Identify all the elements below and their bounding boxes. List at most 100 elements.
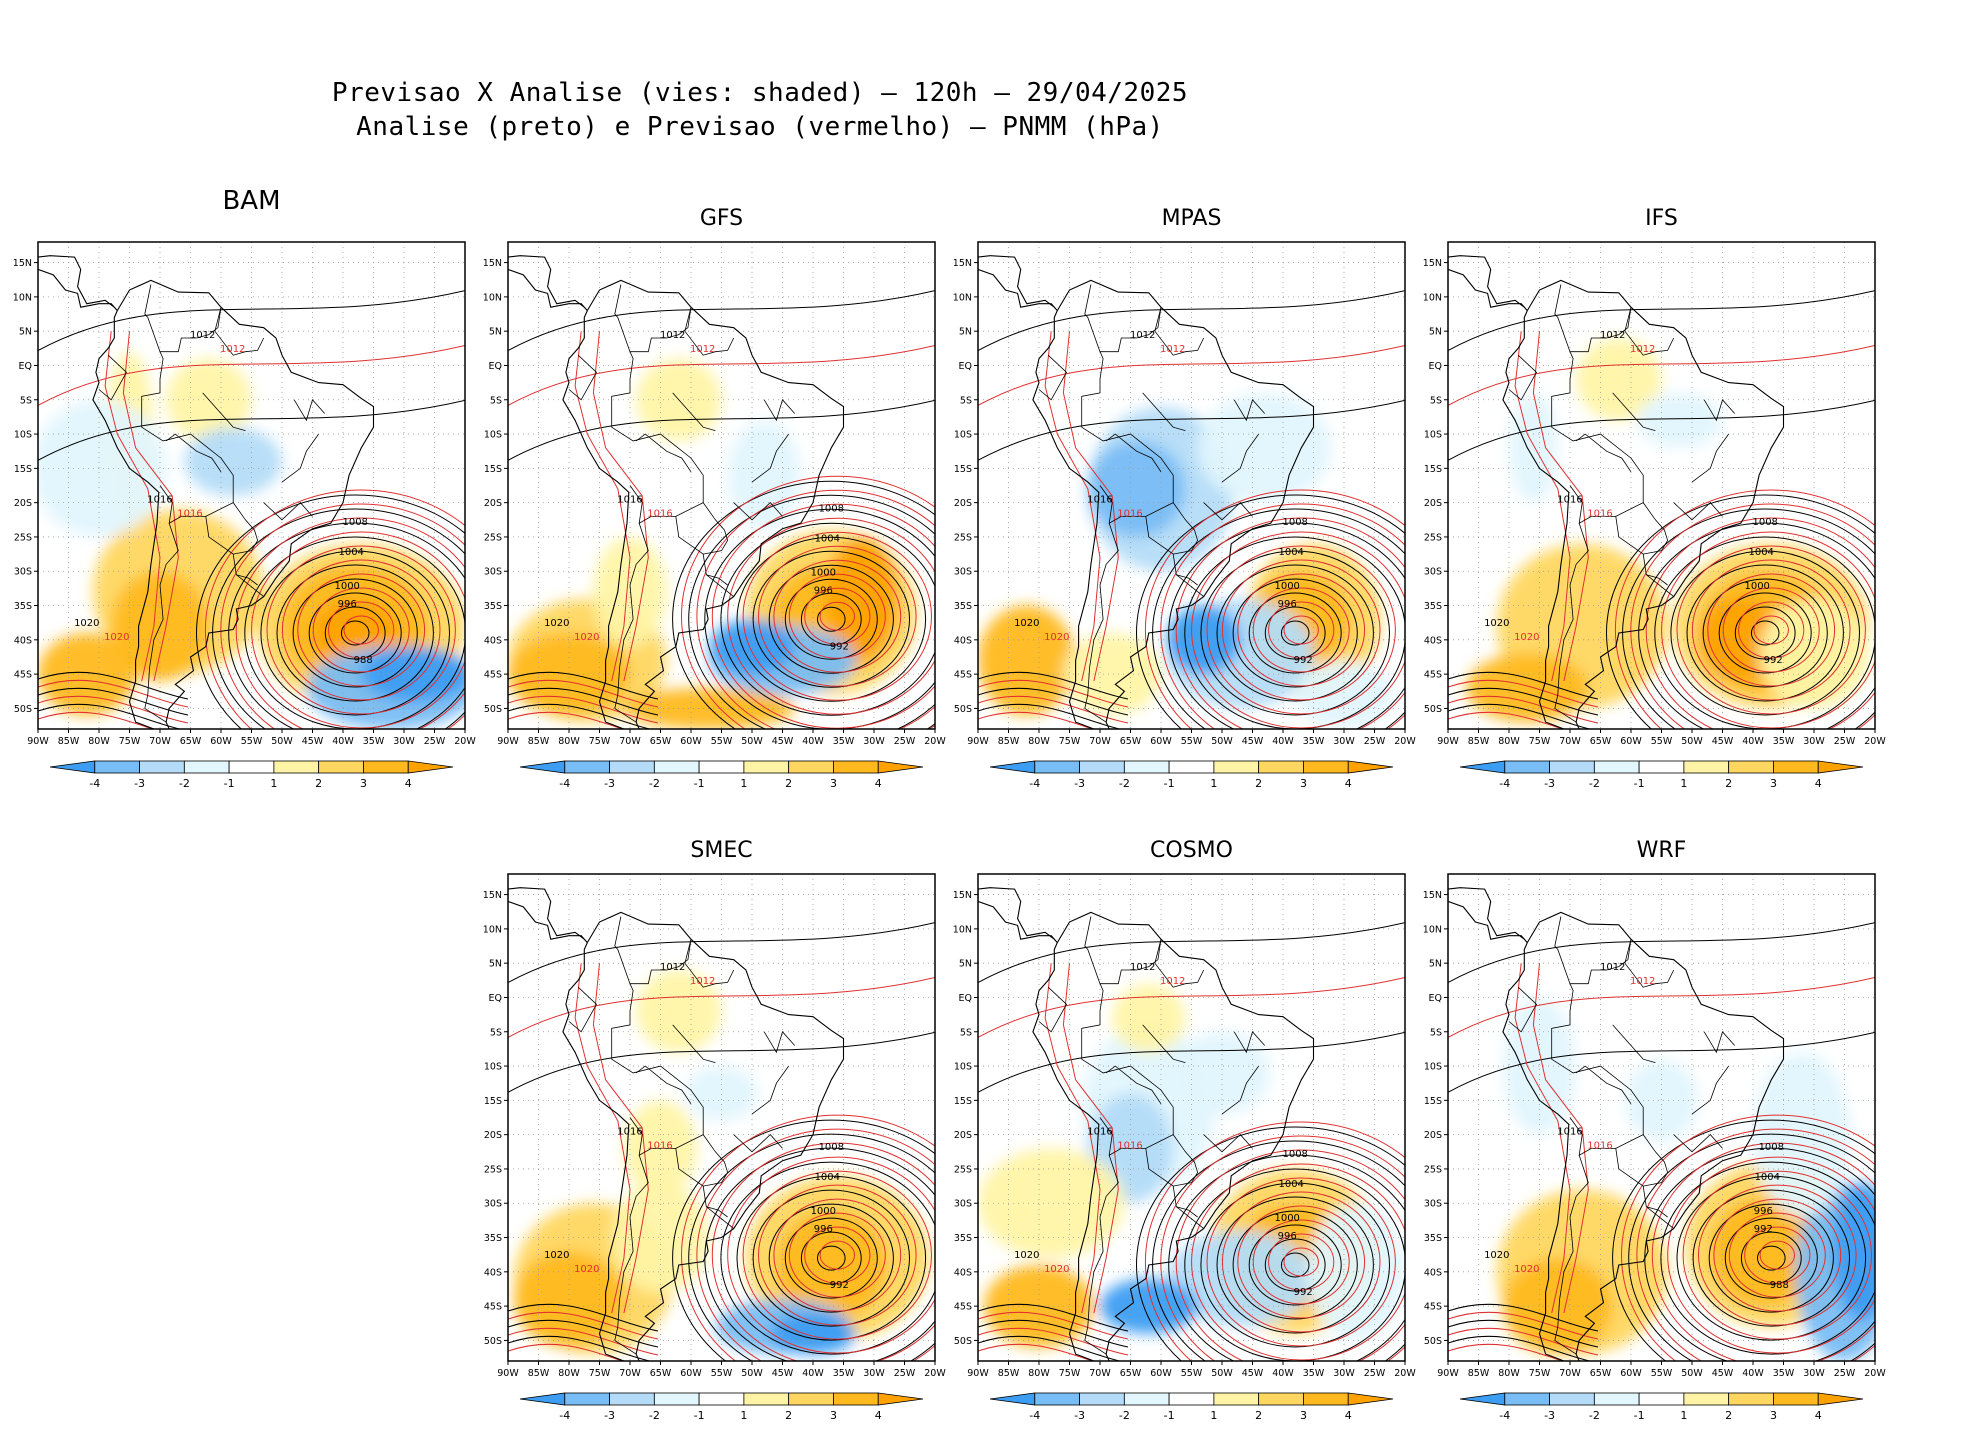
colorbar-cell (183, 760, 230, 774)
lon-label: 65W (650, 1368, 672, 1379)
isobar-line (508, 1319, 659, 1348)
low-center-label: 988 (354, 655, 373, 666)
figure-title-line1: Previsao X Analise (vies: shaded) – 120h… (331, 78, 1189, 108)
forecast-isobar (266, 545, 456, 715)
analysis-isobar (768, 564, 894, 674)
country-border (1646, 574, 1668, 586)
coastline-layer (1448, 255, 1785, 729)
lon-label: 65W (1120, 736, 1142, 747)
bias-blob (727, 420, 801, 531)
coastline-layer (978, 255, 1315, 729)
country-border (1221, 1065, 1259, 1115)
lat-label: 15N (953, 258, 972, 269)
lat-label: 45S (954, 1302, 972, 1313)
coastline-layer (978, 887, 1315, 1361)
colorbar-label: -3 (604, 1409, 615, 1422)
south-america-coastline (1032, 911, 1315, 1361)
isobar-label: 1000 (1274, 581, 1299, 592)
colorbar-label: -2 (1589, 1409, 1600, 1422)
isobar-label: 1004 (1755, 1172, 1780, 1183)
country-border (1554, 284, 1571, 352)
panel-title: SMEC (690, 838, 753, 863)
isobar-labels: 1008 1004 996 992 988 1012 1012 1016 1016 1020 102… (1484, 962, 1789, 1291)
lat-label: 5S (490, 1027, 502, 1038)
lat-label: 35S (1424, 601, 1442, 612)
forecast-isobar (1614, 489, 1875, 729)
lon-label: 40W (1272, 736, 1294, 747)
colorbar: -4 -3 -2 -1 1 2 3 4 (49, 760, 454, 790)
lat-label: 15N (1423, 890, 1442, 901)
map-panel-wrf: WRF 1008 1004 996 992 988 1012 1012 1016 1016 1020… (1412, 822, 1919, 1422)
country-border (1673, 1134, 1723, 1153)
colorbar-cell (1459, 1392, 1506, 1406)
analysis-isobar (1280, 620, 1310, 646)
central-america-coastline (1448, 887, 1528, 943)
lat-label: EQ (19, 361, 32, 372)
forecast-isobar (819, 1240, 855, 1270)
lon-label: 35W (1773, 1368, 1795, 1379)
lon-label: 25W (894, 1368, 916, 1379)
forecast-isobar (1722, 587, 1820, 673)
andes-contour (592, 331, 649, 682)
forecast-isobar (1268, 1233, 1335, 1291)
colorbar-label: -1 (1634, 1409, 1645, 1422)
isobar-label: 1008 (1759, 1142, 1784, 1153)
panel-title: IFS (1645, 206, 1678, 231)
forecast-isobar (1691, 559, 1851, 701)
lon-label: 50W (271, 736, 293, 747)
bias-blob (38, 632, 136, 716)
isobar-label: 1016 (647, 509, 672, 520)
low-center-label: 992 (830, 1280, 849, 1291)
analysis-isobar (1216, 1196, 1374, 1334)
forecast-isobar (1206, 1177, 1396, 1347)
isobar-label: 1000 (811, 567, 836, 578)
lat-label: 10S (1424, 1062, 1442, 1073)
colorbar-cell (1773, 760, 1819, 774)
isobar-line (508, 1311, 659, 1340)
lat-label: 10N (1423, 924, 1442, 935)
isobar-label: 1000 (811, 1206, 836, 1217)
forecast-isobar (1175, 1149, 1405, 1361)
lat-label: 45S (484, 1302, 502, 1313)
isobar-label: 1008 (819, 1142, 844, 1153)
forecast-isobar (804, 587, 871, 645)
lat-label: 30S (954, 567, 972, 578)
lon-label: 75W (589, 736, 611, 747)
lon-label: 55W (1181, 1368, 1203, 1379)
andes-contour (104, 331, 161, 682)
isobar-label: 1004 (1278, 547, 1303, 558)
lon-label: 80W (1498, 736, 1520, 747)
country-border (1691, 1065, 1729, 1115)
lon-label: 85W (58, 736, 80, 747)
isobar-line (508, 671, 659, 700)
country-border (205, 502, 259, 555)
central-america-coastline (1448, 255, 1528, 311)
lon-label: 25W (1834, 1368, 1856, 1379)
lon-label: 70W (149, 736, 171, 747)
colorbar-cell (1638, 1392, 1685, 1406)
isobar-label: 996 (814, 585, 833, 596)
lon-label: 75W (1529, 1368, 1551, 1379)
colorbar-label: -2 (649, 777, 660, 790)
lat-label: 5S (960, 1027, 972, 1038)
lat-label: 30S (1424, 1199, 1442, 1210)
analysis-isobar (752, 1189, 910, 1327)
map-panel-ifs: IFS 1008 1004 1000 992 1012 1012 1016 1016 1020 10… (1412, 190, 1919, 790)
country-border (614, 916, 631, 984)
forecast-isobar (1676, 545, 1866, 715)
forecast-isobar (235, 517, 465, 729)
central-america-coastline (508, 255, 588, 311)
map-panel-gfs: GFS 1008 1004 1000 996 992 1012 1012 1016 1016 102… (472, 190, 979, 790)
andes-contour (574, 963, 631, 1314)
lat-label: 10S (954, 430, 972, 441)
isobar-line (1448, 1311, 1599, 1340)
colorbar-cell (1549, 1392, 1595, 1406)
bias-blob (1502, 1258, 1613, 1355)
lat-label: 45S (1424, 670, 1442, 681)
isobar-label: 1008 (819, 503, 844, 514)
isobar-label: 1016 (647, 1141, 672, 1152)
forecast-isobar (727, 1156, 935, 1354)
axis-labels: 15N 10N 5N EQ 5S 10S 15S 20S 25S 30S 35S 40S 45S 50S 9… (953, 258, 1417, 747)
lon-label: 20W (1394, 1368, 1416, 1379)
colorbar-label: 3 (830, 1409, 837, 1422)
